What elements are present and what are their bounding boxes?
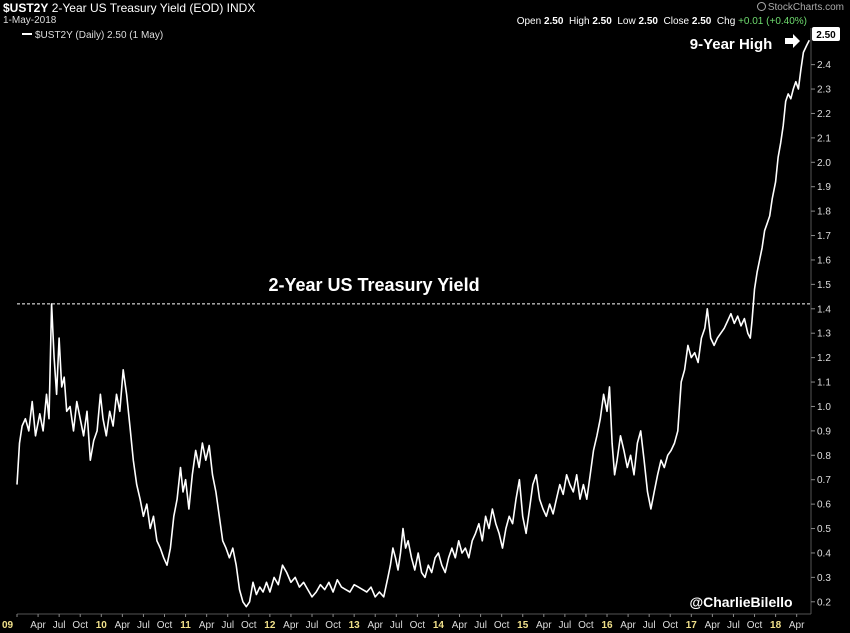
y-tick-label: 1.7: [817, 231, 831, 242]
y-tick-label: 2.2: [817, 109, 831, 120]
x-tick-label: 11: [180, 620, 191, 631]
x-tick-label: Jul: [137, 620, 150, 631]
y-tick-label: 1.5: [817, 280, 831, 291]
x-tick-label: 12: [264, 620, 276, 631]
x-tick-label: 16: [601, 620, 613, 631]
x-tick-label: Oct: [72, 620, 88, 631]
y-tick-label: 0.6: [817, 500, 831, 511]
x-tick-label: 14: [433, 620, 445, 631]
brand-text: StockCharts.com: [767, 2, 844, 13]
x-tick-label: Oct: [578, 620, 594, 631]
author-credit: @CharlieBilello: [689, 594, 792, 610]
y-tick-label: 0.4: [817, 548, 831, 559]
low-label: Low: [617, 16, 636, 27]
y-tick-label: 0.7: [817, 475, 831, 486]
y-tick-label: 2.3: [817, 85, 831, 96]
yield-series-line: [16, 39, 811, 608]
x-tick-label: Apr: [199, 620, 215, 631]
y-tick-label: 1.4: [817, 304, 831, 315]
chart-symbol: $UST2Y 2-Year US Treasury Yield (EOD) IN…: [3, 1, 255, 15]
x-tick-label: 10: [96, 620, 108, 631]
symbol-text: $UST2Y: [3, 1, 49, 15]
x-tick-label: Jul: [53, 620, 66, 631]
x-tick-label: Jul: [727, 620, 740, 631]
x-tick-label: Apr: [452, 620, 468, 631]
grid: [17, 28, 812, 615]
globe-icon: [756, 2, 766, 11]
symbol-exchange: INDX: [226, 1, 256, 15]
legend-swatch: [22, 33, 32, 35]
y-tick-label: 0.8: [817, 451, 831, 462]
x-tick-label: Oct: [157, 620, 173, 631]
x-tick-label: Apr: [367, 620, 383, 631]
high-label: High: [568, 16, 590, 27]
x-tick-label: Apr: [30, 620, 46, 631]
x-tick-label: Oct: [325, 620, 341, 631]
last-value-badge: [812, 27, 840, 41]
y-tick-label: 0.2: [817, 597, 831, 608]
series-legend: $UST2Y (Daily) 2.50 (1 May): [22, 30, 163, 41]
y-tick-label: 2.1: [817, 133, 831, 144]
low-value: 2.50: [638, 16, 658, 27]
chg-label: Chg: [716, 16, 736, 27]
y-tick-label: 1.3: [817, 329, 831, 340]
x-tick-label: 18: [770, 620, 782, 631]
close-value: 2.50: [691, 16, 712, 27]
last-value-label: 2.50: [816, 30, 836, 41]
symbol-description: 2-Year US Treasury Yield (EOD): [51, 1, 224, 15]
high-value: 2.50: [592, 16, 612, 27]
x-tick-label: 17: [686, 620, 698, 631]
y-tick-label: 1.9: [817, 182, 831, 193]
x-tick-label: Oct: [494, 620, 510, 631]
open-value: 2.50: [543, 16, 564, 27]
x-tick-label: 15: [517, 620, 529, 631]
x-tick-label: Jul: [558, 620, 571, 631]
legend-text: $UST2Y (Daily) 2.50 (1 May): [35, 30, 164, 41]
x-tick-label: Oct: [241, 620, 257, 631]
x-tick-label: Apr: [705, 620, 721, 631]
x-tick-label: 13: [349, 620, 361, 631]
y-tick-label: 2.4: [817, 60, 831, 71]
y-tick-label: 1.2: [817, 353, 831, 364]
x-tick-label: Jul: [643, 620, 656, 631]
x-tick-label: 09: [2, 620, 14, 631]
chart-date: 1-May-2018: [3, 15, 57, 26]
y-tick-label: 1.8: [817, 207, 831, 218]
y-tick-label: 1.1: [817, 378, 831, 389]
x-tick-label: Apr: [283, 620, 299, 631]
x-tick-label: Oct: [410, 620, 426, 631]
x-tick-label: Oct: [662, 620, 678, 631]
x-tick-label: Jul: [221, 620, 234, 631]
close-label: Close: [663, 16, 690, 27]
x-tick-label: Jul: [390, 620, 403, 631]
y-tick-label: 0.9: [817, 426, 831, 437]
brand-link[interactable]: StockCharts.com: [756, 2, 844, 13]
open-label: Open: [516, 16, 542, 27]
chg-value: +0.01 (+0.40%): [738, 16, 807, 27]
x-tick-label: Oct: [747, 620, 763, 631]
x-tick-label: Apr: [620, 620, 636, 631]
x-tick-label: Jul: [306, 620, 319, 631]
chart-title: 2-Year US Treasury Yield: [268, 275, 479, 295]
ohlc-readout: Open 2.50 High 2.50 Low 2.50 Close 2.50 …: [517, 16, 807, 27]
high-annotation: 9-Year High: [690, 36, 773, 53]
y-tick-label: 1.6: [817, 255, 831, 266]
x-tick-label: Jul: [474, 620, 487, 631]
y-tick-label: 2.0: [817, 158, 831, 169]
y-axis: 0.2 0.3 0.4 0.5 0.6 0.7 0.8 0.9 1.0 1.1 1.2 1.3 1.4 1…: [811, 60, 831, 608]
y-tick-label: 0.5: [817, 524, 831, 535]
x-tick-label: Apr: [115, 620, 131, 631]
x-axis: 09 Apr Jul Oct 10 Apr Jul Oct 11 Apr Jul Oct 12 Apr Ju…: [2, 614, 805, 631]
x-tick-label: Apr: [536, 620, 552, 631]
arrow-right-icon: [785, 34, 800, 48]
x-tick-label: Apr: [789, 620, 805, 631]
y-tick-label: 0.3: [817, 573, 831, 584]
y-tick-label: 1.0: [817, 402, 831, 413]
